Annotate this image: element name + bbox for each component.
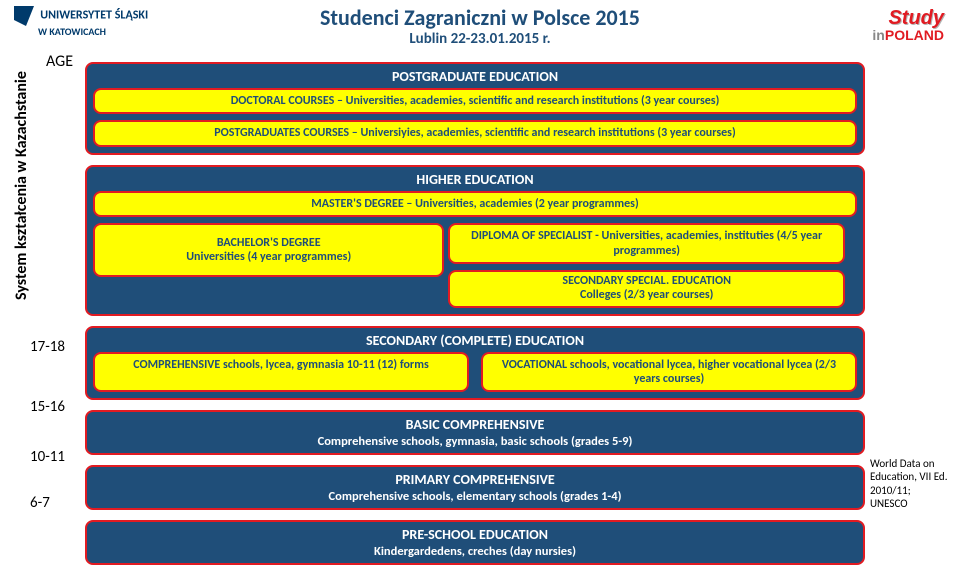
box-bachelor: BACHELOR'S DEGREE Universities (4 year p…: [93, 223, 444, 277]
band-basic-title: BASIC COMPREHENSIVE: [93, 416, 857, 433]
box-vocational-schools: VOCATIONAL schools, vocational lycea, hi…: [481, 352, 857, 393]
band-basic-text: Comprehensive schools, gymnasia, basic s…: [93, 434, 857, 449]
source-note: World Data on Education, VII Ed. 2010/11…: [870, 457, 948, 510]
logo-left-line1: UNIWERSYTET ŚLĄSKI: [40, 8, 148, 22]
logo-study-in-poland: Study inPOLAND: [872, 8, 944, 42]
logo-university: UNIWERSYTET ŚLĄSKI W KATOWICACH: [14, 6, 148, 37]
band-primary-title: PRIMARY COMPREHENSIVE: [93, 471, 857, 488]
box-doctoral: DOCTORAL COURSES – Universities, academi…: [93, 88, 857, 114]
box-master: MASTER'S DEGREE – Universities, academie…: [93, 191, 857, 217]
band-higher-title: HIGHER EDUCATION: [93, 171, 857, 188]
box-postgrad-courses: POSTGRADUATES COURSES – Universiyies, ac…: [93, 120, 857, 146]
logo-shield-icon: [14, 6, 34, 26]
sidebar-title: System kształcenia w Kazachstanie: [12, 71, 31, 300]
education-diagram: POSTGRADUATE EDUCATION DOCTORAL COURSES …: [85, 62, 865, 565]
band-preschool-title: PRE-SCHOOL EDUCATION: [93, 526, 857, 543]
logo-right-inpoland: inPOLAND: [872, 28, 944, 42]
band-preschool: PRE-SCHOOL EDUCATION Kindergardedens, cr…: [85, 520, 865, 565]
band-primary: PRIMARY COMPREHENSIVE Comprehensive scho…: [85, 465, 865, 510]
age-15-16: 15-16: [30, 398, 65, 416]
box-comprehensive-schools: COMPREHENSIVE schools, lycea, gymnasia 1…: [93, 352, 469, 393]
box-diploma: DIPLOMA OF SPECIALIST - Universities, ac…: [448, 223, 845, 264]
logo-right-study: Study: [872, 8, 944, 28]
col-higher-left: BACHELOR'S DEGREE Universities (4 year p…: [93, 223, 444, 277]
band-basic: BASIC COMPREHENSIVE Comprehensive school…: [85, 410, 865, 455]
band-primary-text: Comprehensive schools, elementary school…: [93, 489, 857, 504]
band-preschool-text: Kindergardedens, creches (day nursies): [93, 544, 857, 559]
band-higher: HIGHER EDUCATION MASTER'S DEGREE – Unive…: [85, 165, 865, 316]
age-label: AGE: [46, 52, 73, 71]
age-6-7: 6-7: [30, 494, 50, 512]
band-postgraduate-title: POSTGRADUATE EDUCATION: [93, 68, 857, 85]
box-secondary-special: SECONDARY SPECIAL. EDUCATION Colleges (2…: [448, 270, 845, 308]
band-secondary: SECONDARY (COMPLETE) EDUCATION COMPREHEN…: [85, 326, 865, 401]
band-secondary-title: SECONDARY (COMPLETE) EDUCATION: [93, 332, 857, 349]
age-17-18: 17-18: [30, 338, 65, 356]
col-higher-right: DIPLOMA OF SPECIALIST - Universities, ac…: [448, 223, 845, 307]
band-postgraduate: POSTGRADUATE EDUCATION DOCTORAL COURSES …: [85, 62, 865, 155]
logo-left-line2: W KATOWICACH: [38, 25, 106, 38]
age-10-11: 10-11: [30, 448, 65, 466]
